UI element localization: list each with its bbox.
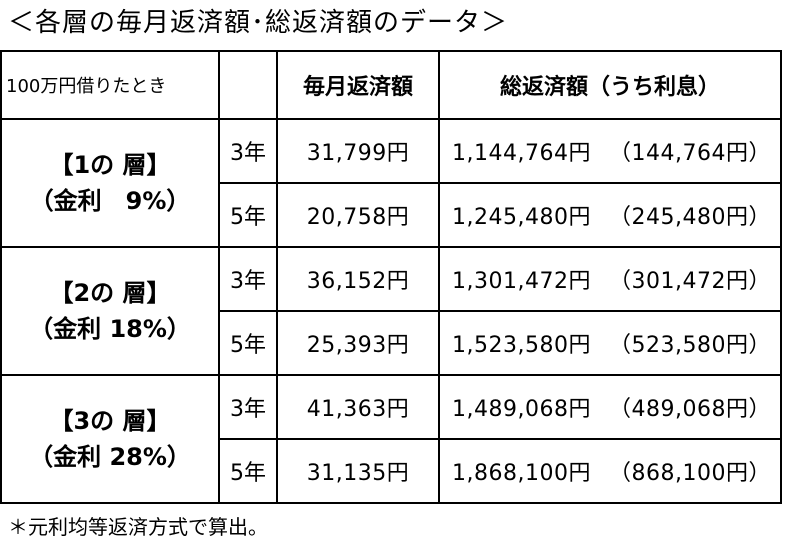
repayment-table: 100万円借りたとき 毎月返済額 総返済額（うち利息） 【1の 層】 （金利 9… — [0, 50, 782, 504]
header-term-cell — [218, 50, 278, 120]
total-amount: 1,245,480円 — [452, 205, 591, 230]
table-row: 【1の 層】 （金利 9%） 3年 31,799円 1,144,764円 （144… — [0, 118, 782, 248]
total-amount: 1,301,472円 — [452, 269, 591, 294]
term-cell: 3年 — [218, 118, 278, 184]
total-amount: 1,523,580円 — [452, 333, 591, 358]
header-note-cell: 100万円借りたとき — [0, 50, 220, 120]
interest-amount: （523,580円） — [608, 333, 771, 358]
monthly-payment-cell: 20,758円 — [276, 182, 440, 248]
interest-amount: （301,472円） — [608, 269, 771, 294]
interest-amount: （868,100円） — [608, 461, 771, 486]
monthly-payment-cell: 31,799円 — [276, 118, 440, 184]
header-monthly-cell: 毎月返済額 — [276, 50, 440, 120]
total-payment-cell: 1,523,580円 （523,580円） — [438, 310, 782, 376]
term-cell: 5年 — [218, 438, 278, 504]
tier-cell: 【1の 層】 （金利 9%） — [0, 118, 220, 248]
term-cell: 3年 — [218, 246, 278, 312]
total-amount: 1,868,100円 — [452, 461, 591, 486]
interest-amount: （245,480円） — [608, 205, 771, 230]
monthly-payment-cell: 36,152円 — [276, 246, 440, 312]
header-total-cell: 総返済額（うち利息） — [438, 50, 782, 120]
monthly-payment-cell: 31,135円 — [276, 438, 440, 504]
total-payment-cell: 1,301,472円 （301,472円） — [438, 246, 782, 312]
term-cell: 5年 — [218, 310, 278, 376]
page-title: ＜各層の毎月返済額･総返済額のデータ＞ — [8, 8, 509, 38]
interest-amount: （144,764円） — [608, 141, 771, 166]
total-payment-cell: 1,868,100円 （868,100円） — [438, 438, 782, 504]
total-payment-cell: 1,489,068円 （489,068円） — [438, 374, 782, 440]
footnote: ＊元利均等返済方式で算出。 — [8, 515, 268, 539]
tier-cell: 【3の 層】 （金利 28%） — [0, 374, 220, 504]
tier-rate: （金利 18%） — [29, 315, 191, 343]
monthly-payment-cell: 41,363円 — [276, 374, 440, 440]
table-header-row: 100万円借りたとき 毎月返済額 総返済額（うち利息） — [0, 50, 782, 120]
interest-amount: （489,068円） — [608, 397, 771, 422]
term-cell: 5年 — [218, 182, 278, 248]
term-cell: 3年 — [218, 374, 278, 440]
total-amount: 1,144,764円 — [452, 141, 591, 166]
monthly-payment-cell: 25,393円 — [276, 310, 440, 376]
tier-cell: 【2の 層】 （金利 18%） — [0, 246, 220, 376]
total-payment-cell: 1,144,764円 （144,764円） — [438, 118, 782, 184]
table-row: 5年 31,135円 1,868,100円 （868,100円） — [1, 438, 782, 504]
tier-name: 【3の 層】 — [49, 407, 171, 435]
table-row: 【3の 層】 （金利 28%） 3年 41,363円 1,489,068円 （48… — [0, 374, 782, 504]
total-amount: 1,489,068円 — [452, 397, 591, 422]
tier-name: 【2の 層】 — [49, 279, 171, 307]
table-row: 5年 25,393円 1,523,580円 （523,580円） — [1, 310, 782, 376]
tier-rate: （金利 28%） — [29, 443, 191, 471]
total-payment-cell: 1,245,480円 （245,480円） — [438, 182, 782, 248]
table-row: 【2の 層】 （金利 18%） 3年 36,152円 1,301,472円 （30… — [0, 246, 782, 376]
table-row: 5年 20,758円 1,245,480円 （245,480円） — [1, 182, 782, 248]
tier-name: 【1の 層】 — [49, 151, 171, 179]
tier-rate: （金利 9%） — [29, 187, 191, 215]
